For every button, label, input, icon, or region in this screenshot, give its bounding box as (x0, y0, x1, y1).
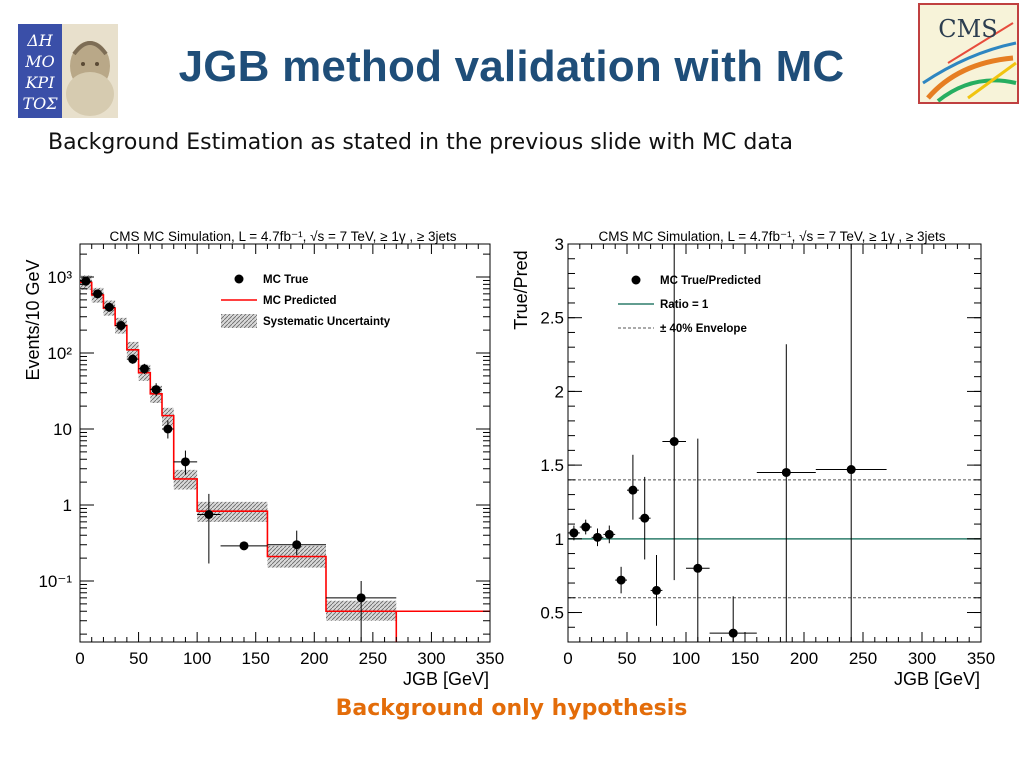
data-point (239, 541, 249, 551)
y-tick-label: 10⁻¹ (38, 572, 72, 591)
x-tick-label: 100 (672, 649, 700, 668)
footer-caption: Background only hypothesis (335, 696, 688, 721)
data-point (569, 528, 579, 538)
x-tick-label: 100 (183, 649, 211, 668)
y-tick-label: 1 (63, 496, 72, 515)
x-tick-label: 0 (75, 649, 84, 668)
data-point (669, 437, 679, 447)
logo-text-line: ΔΗ (26, 31, 54, 50)
data-point (116, 321, 126, 331)
data-point (593, 532, 602, 542)
x-tick-label: 350 (476, 649, 504, 668)
legend-marker-ratio-points (631, 275, 641, 285)
cms-logo: CMS (918, 3, 1019, 104)
data-point (846, 465, 856, 475)
legend-marker-true (234, 274, 244, 284)
x-tick-label: 0 (563, 649, 572, 668)
data-point (163, 424, 173, 434)
data-point (628, 485, 638, 495)
data-point (356, 593, 366, 603)
chart-title: CMS MC Simulation, L = 4.7fb⁻¹, √s = 7 T… (110, 229, 457, 244)
x-tick-label: 250 (849, 649, 877, 668)
data-point (292, 540, 302, 550)
x-tick-label: 300 (417, 649, 445, 668)
x-axis-label: JGB [GeV] (894, 669, 980, 689)
y-tick-label: 0.5 (540, 604, 564, 623)
chart-legend: MC True MC Predicted Systematic Uncertai… (221, 274, 391, 328)
legend-marker-systematic (221, 314, 257, 328)
plot-frame (567, 243, 982, 643)
y-tick-label: 2 (555, 382, 564, 401)
x-tick-label: 350 (967, 649, 995, 668)
plot-frame (79, 243, 491, 643)
y-tick-label: 1.5 (540, 456, 564, 475)
data-point (104, 302, 114, 312)
logo-text-line: ΚΡΙ (24, 73, 55, 92)
y-tick-label: 3 (555, 235, 564, 254)
legend-label: Systematic Uncertainty (263, 316, 391, 328)
data-point (652, 585, 661, 595)
data-point (604, 529, 614, 539)
legend-label: Ratio = 1 (660, 299, 709, 311)
legend-label: MC True (263, 274, 308, 286)
data-point (93, 289, 103, 299)
legend-label: ± 40% Envelope (660, 323, 747, 335)
slide-subtitle: Background Estimation as stated in the p… (48, 130, 793, 155)
data-point (616, 575, 626, 585)
logo-text-line: ΤΟΣ (22, 94, 58, 113)
chart-title: CMS MC Simulation, L = 4.7fb⁻¹, √s = 7 T… (599, 229, 946, 244)
data-point (693, 563, 703, 573)
data-point (81, 276, 91, 286)
x-tick-label: 200 (790, 649, 818, 668)
chart-legend: MC True/Predicted Ratio = 1 ± 40% Envelo… (618, 275, 761, 335)
x-tick-label: 300 (908, 649, 936, 668)
x-tick-label: 150 (242, 649, 270, 668)
data-point (204, 509, 214, 519)
x-tick-label: 250 (359, 649, 387, 668)
y-tick-label: 1 (555, 530, 564, 549)
y-tick-label: 2.5 (540, 309, 564, 328)
data-point (128, 354, 138, 364)
data-point (781, 467, 791, 477)
slide-title: JGB method validation with MC (178, 42, 845, 91)
predicted-line (80, 281, 490, 613)
y-tick-label: 10 (53, 420, 72, 439)
y-axis-label: Events/10 GeV (23, 259, 43, 380)
y-axis-label: True/Pred (511, 250, 531, 329)
data-point (139, 364, 149, 374)
x-tick-label: 150 (731, 649, 759, 668)
legend-label: MC True/Predicted (660, 275, 761, 287)
systematic-band (162, 407, 174, 426)
x-tick-label: 50 (129, 649, 148, 668)
logo-text-line: ΜΟ (24, 52, 55, 71)
x-tick-label: 50 (618, 649, 637, 668)
x-tick-label: 200 (300, 649, 328, 668)
cms-logo-text: CMS (938, 15, 997, 43)
data-point (640, 513, 650, 523)
data-point (151, 385, 161, 395)
data-point (180, 457, 190, 467)
democritus-logo: ΔΗ ΜΟ ΚΡΙ ΤΟΣ (18, 24, 118, 118)
legend-label: MC Predicted (263, 295, 337, 307)
y-tick-label: 10² (47, 344, 72, 363)
data-point (728, 628, 738, 638)
x-axis-label: JGB [GeV] (403, 669, 489, 689)
data-point (581, 522, 591, 532)
y-tick-label: 10³ (47, 268, 72, 287)
